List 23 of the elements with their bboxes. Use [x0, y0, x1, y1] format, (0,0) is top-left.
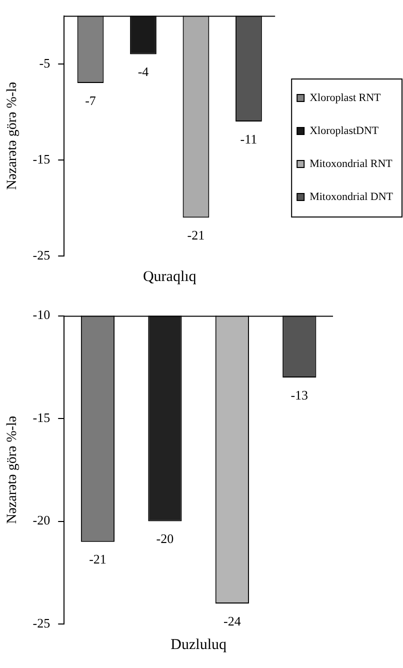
- data-label: -11: [240, 131, 258, 146]
- data-label: -24: [224, 613, 242, 628]
- data-label: -4: [138, 64, 150, 80]
- x-axis-title: Duzluluq: [170, 636, 227, 653]
- data-label: -20: [156, 531, 174, 546]
- legend-label: XloroplastDNT: [310, 124, 379, 137]
- legend-label: Xloroplast RNT: [310, 92, 382, 104]
- data-label: -7: [85, 92, 96, 108]
- y-tick-label: -5: [39, 55, 50, 70]
- legend-label: Mitoxondrial RNT: [310, 158, 393, 170]
- y-axis-title: Nəzarətə görə %-lə: [5, 416, 20, 524]
- x-axis-title: Quraqlıq: [142, 268, 197, 285]
- data-label: -21: [89, 552, 106, 567]
- data-label: -21: [187, 227, 205, 242]
- y-tick-label: -25: [32, 247, 50, 262]
- data-label: -13: [290, 387, 308, 402]
- legend-label: Mitoxondrial DNT: [310, 190, 394, 203]
- y-axis-title: Nəzarətə görə %-lə: [5, 82, 20, 190]
- y-tick-label: -25: [32, 615, 50, 630]
- y-tick-label: -10: [32, 307, 50, 322]
- y-tick-label: -20: [32, 512, 50, 528]
- y-tick-label: -15: [32, 151, 50, 166]
- y-tick-label: -15: [32, 410, 50, 425]
